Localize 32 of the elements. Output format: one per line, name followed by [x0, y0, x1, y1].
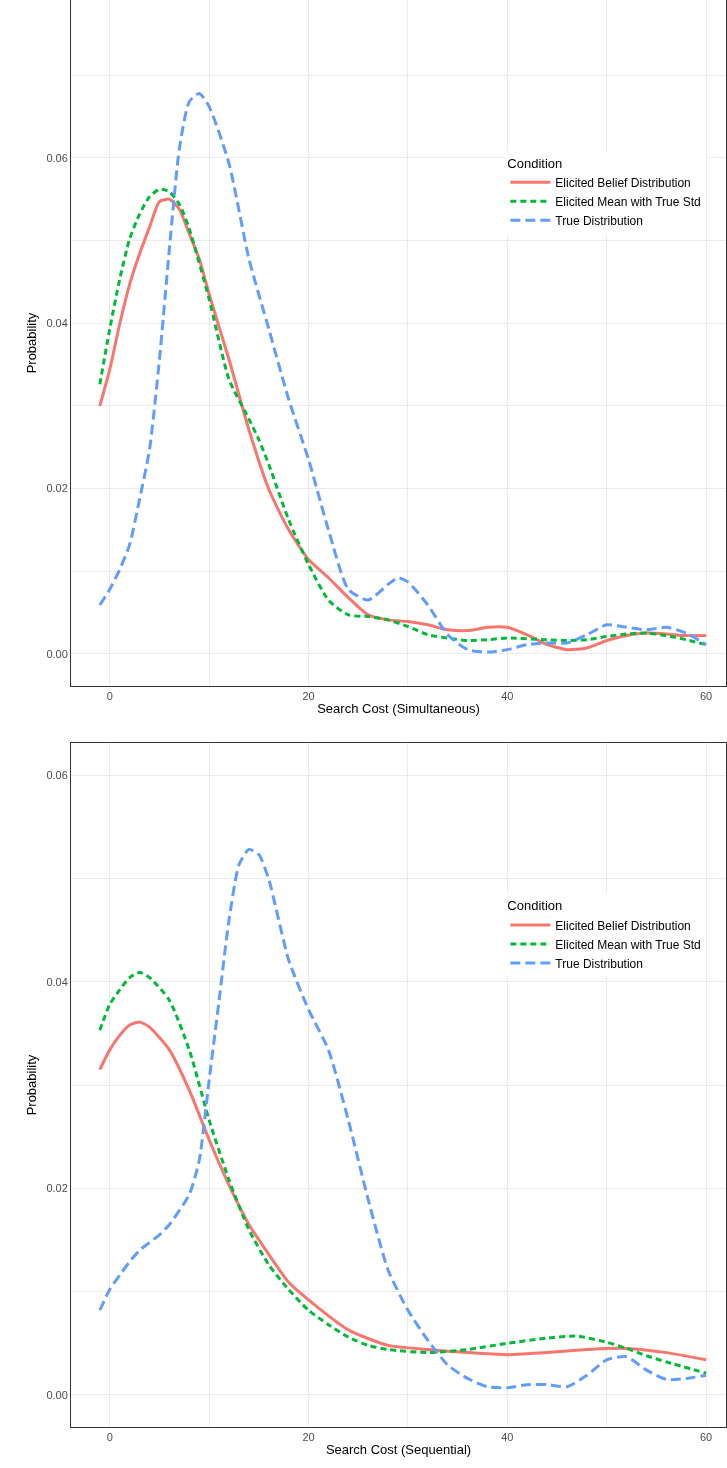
legend-title: Condition	[507, 898, 563, 914]
y-tick-label: 0.02	[46, 1182, 68, 1195]
x-tick-label: 60	[699, 1431, 713, 1444]
y-tick-label: 0.00	[46, 1388, 68, 1401]
legend-label: Elicited Mean with True Std	[555, 195, 701, 209]
y-axis-title: Probability	[24, 1054, 40, 1116]
y-tick-label: 0.06	[46, 151, 68, 164]
legend-label: Elicited Mean with True Std	[555, 937, 701, 952]
x-axis-title: Search Cost (Sequential)	[325, 1441, 472, 1457]
y-tick-label: 0.04	[46, 975, 68, 988]
line-series	[98, 847, 708, 1390]
x-tick-label: 40	[501, 690, 514, 703]
y-tick-label: 0.00	[46, 647, 68, 660]
line-series	[98, 91, 708, 654]
x-tick-label: 60	[699, 690, 713, 703]
legend-label: Elicited Belief Distribution	[555, 176, 691, 190]
y-axis-title: Probability	[24, 312, 40, 374]
x-tick-label: 40	[501, 1431, 514, 1444]
line-series	[98, 970, 708, 1375]
legend-label: True Distribution	[555, 214, 643, 228]
x-tick-label: 20	[302, 690, 315, 703]
y-tick-label: 0.04	[46, 317, 68, 330]
legend-label: True Distribution	[555, 956, 643, 971]
line-series	[98, 1020, 708, 1362]
x-tick-label: 0	[106, 690, 113, 703]
legend-label: Elicited Belief Distribution	[555, 918, 691, 933]
y-tick-label: 0.06	[46, 768, 68, 781]
x-tick-label: 0	[106, 1431, 113, 1444]
legend-title: Condition	[507, 155, 563, 171]
y-tick-label: 0.02	[46, 482, 68, 495]
x-tick-label: 20	[302, 1431, 315, 1444]
x-axis-title: Search Cost (Simultaneous)	[317, 700, 480, 716]
